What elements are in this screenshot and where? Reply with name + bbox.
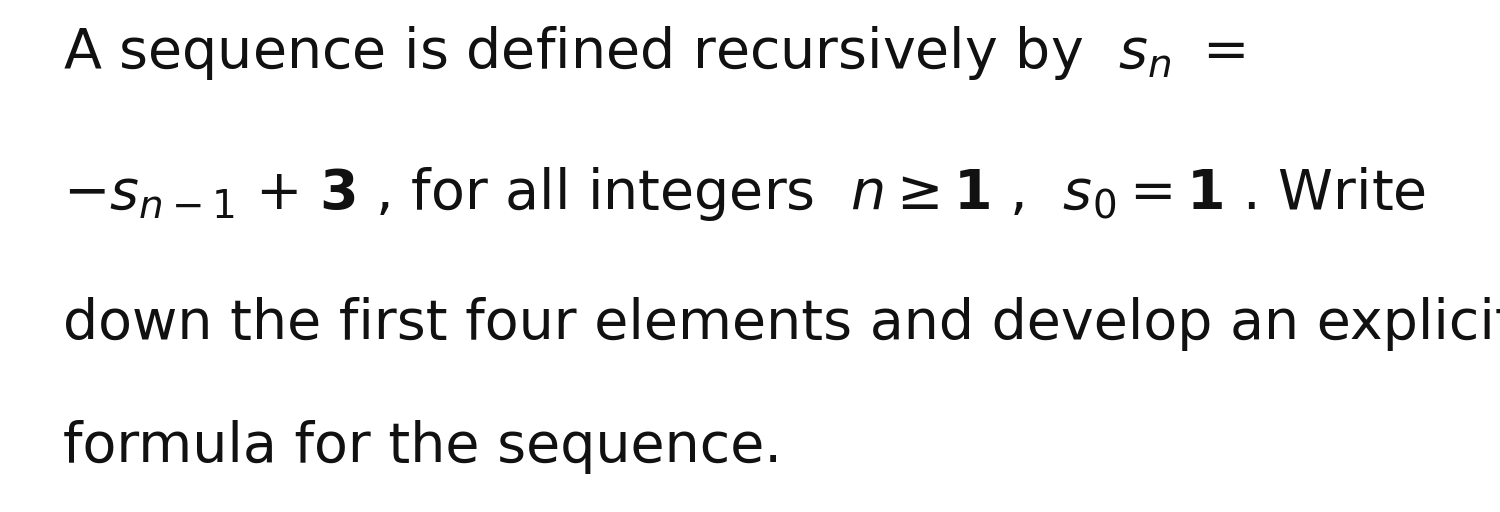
Text: $-\mathbf{\mathit{s}}_{n-1}$ $+$ $\mathbf{3}$ , for all integers  $\mathbf{\math: $-\mathbf{\mathit{s}}_{n-1}$ $+$ $\mathb… [63,165,1426,223]
Text: down the first four elements and develop an explicit: down the first four elements and develop… [63,297,1500,351]
Text: A sequence is defined recursively by  $\mathbf{\mathit{s}}_n$ $=$: A sequence is defined recursively by $\m… [63,24,1245,82]
Text: formula for the sequence.: formula for the sequence. [63,420,782,474]
